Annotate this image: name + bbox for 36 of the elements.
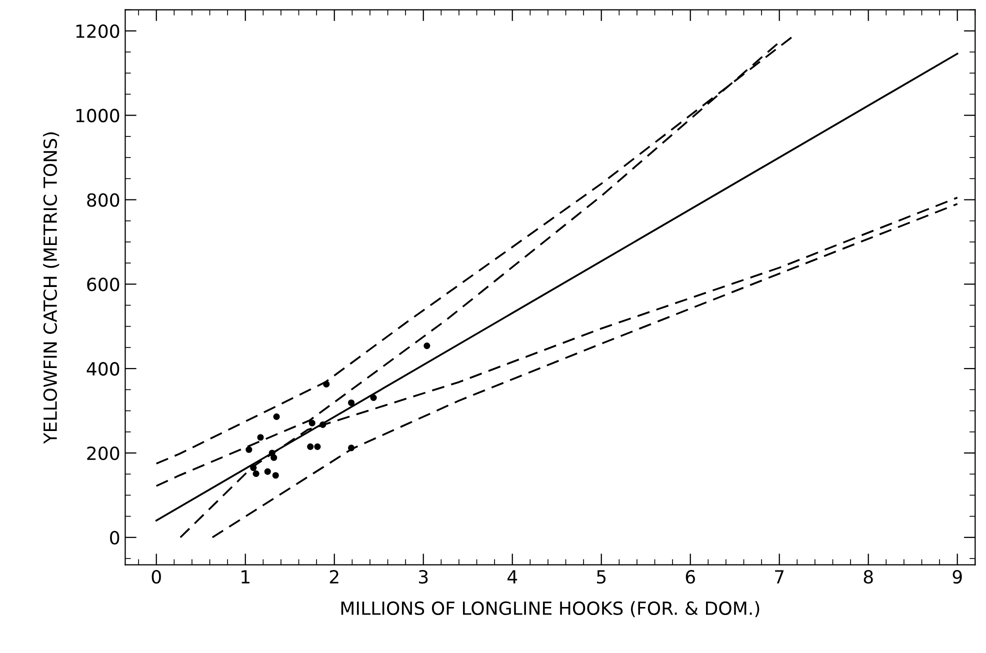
x-tick-label: 6 <box>686 570 695 584</box>
x-tick-label: 5 <box>597 570 606 584</box>
y-tick-label: 400 <box>86 362 120 376</box>
y-tick-label: 0 <box>110 530 120 545</box>
point <box>307 443 314 450</box>
y-tick-label: 800 <box>87 193 120 207</box>
point <box>320 421 326 428</box>
point <box>424 342 430 350</box>
point <box>323 380 330 388</box>
point <box>314 443 321 450</box>
y-tick-label: 200 <box>87 446 120 460</box>
x-tick-label: 8 <box>864 570 873 584</box>
point <box>370 394 377 401</box>
y-axis-title: YELLOWFIN CATCH (METRIC TONS) <box>43 132 60 444</box>
x-tick-label: 0 <box>152 570 161 584</box>
x-tick-label: 3 <box>419 570 428 584</box>
y-tick-label: 1000 <box>76 108 120 122</box>
y-tick-label: 600 <box>87 278 120 292</box>
x-tick-label: 1 <box>242 570 250 584</box>
x-axis-title: MILLIONS OF LONGLINE HOOKS (FOR. & DOM.) <box>341 601 760 618</box>
x-tick-label: 2 <box>330 570 338 584</box>
x-tick-label: 4 <box>508 570 518 584</box>
y-tick-label: 1200 <box>76 24 120 38</box>
point <box>250 464 257 472</box>
point <box>270 454 278 461</box>
point <box>348 399 355 406</box>
point <box>252 470 260 477</box>
point <box>308 420 316 426</box>
point <box>348 444 355 452</box>
point <box>246 446 252 453</box>
point <box>272 472 279 479</box>
x-tick-label: 9 <box>952 570 962 584</box>
point <box>264 468 271 475</box>
point <box>257 434 264 441</box>
point <box>273 413 280 420</box>
x-tick-label: 7 <box>775 570 784 584</box>
